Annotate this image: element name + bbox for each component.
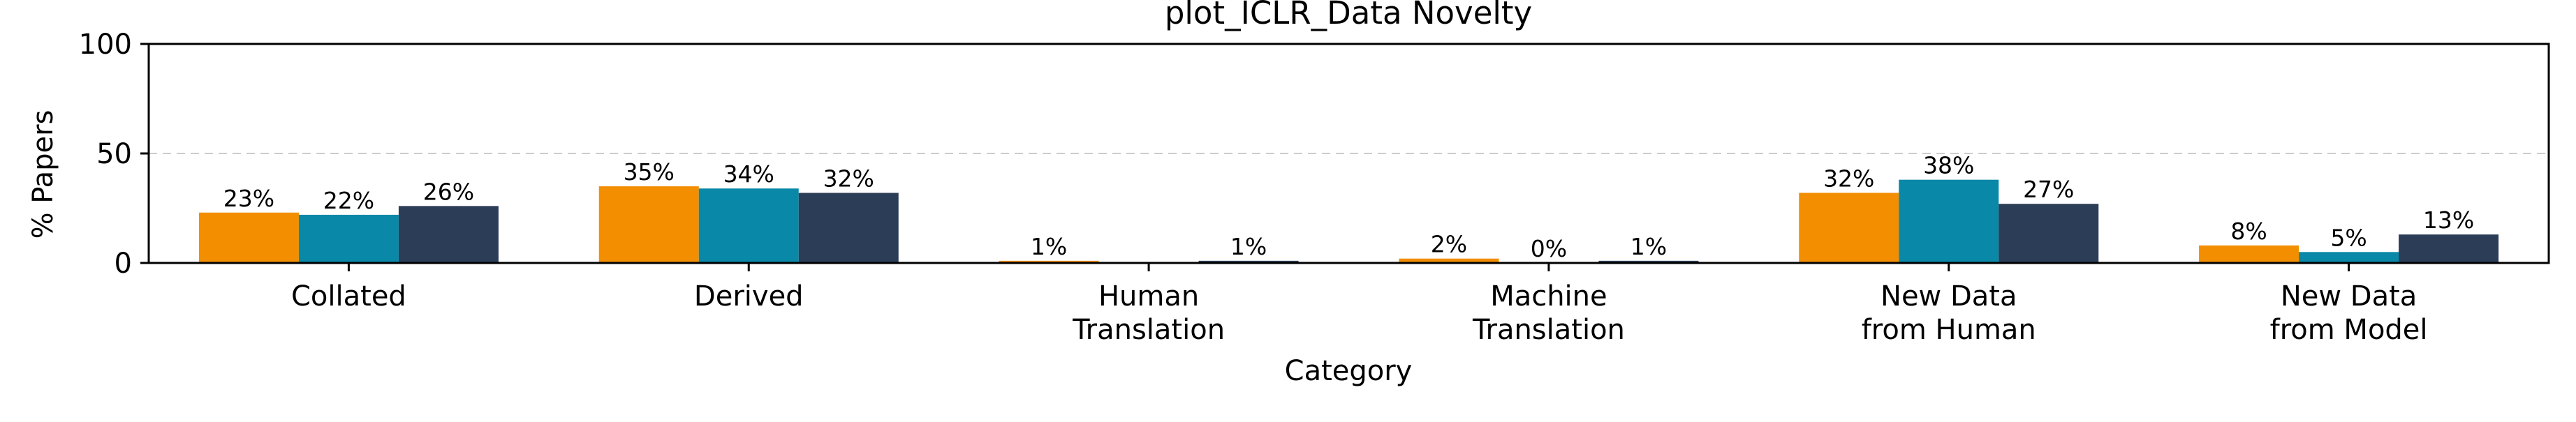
bar-value-label: 22% (323, 187, 374, 214)
bar (1198, 260, 1299, 263)
bar (398, 206, 499, 263)
bar (698, 188, 799, 263)
x-tick-label: Human (1098, 280, 1199, 312)
data-labels: 23% 22% 26% 35% 34% 32% 1% 1% 2% 0% 1% 32% 38% 27% 8% 5… (223, 152, 2475, 262)
bar (198, 212, 299, 263)
x-tick-label: Translation (1072, 314, 1225, 346)
bar (1899, 179, 1999, 263)
bars (198, 179, 2499, 263)
bar (2199, 245, 2299, 263)
x-tick-label: from Model (2270, 314, 2428, 346)
bar (798, 193, 899, 263)
bar (1598, 260, 1699, 263)
bar-value-label: 27% (2023, 176, 2074, 203)
bar-value-label: 26% (423, 178, 474, 205)
x-tick-label: Translation (1472, 314, 1625, 346)
x-tick-label: Derived (694, 280, 804, 312)
bar (1399, 258, 1499, 263)
bar-value-label: 5% (2330, 224, 2367, 251)
bar (598, 186, 699, 263)
bar-value-label: 32% (1823, 165, 1874, 193)
x-tick-label: New Data (2281, 280, 2417, 312)
bar-value-label: 23% (223, 185, 274, 212)
bar-value-label: 0% (1531, 235, 1567, 262)
bar-value-label: 38% (1923, 152, 1974, 179)
bar (1799, 193, 1899, 263)
x-tick-label: Collated (291, 280, 406, 312)
bar-value-label: 1% (1631, 233, 1667, 260)
bar-value-label: 8% (2230, 218, 2267, 245)
y-tick-label: 50 (96, 138, 132, 170)
bar-value-label: 35% (624, 158, 675, 186)
bar (298, 214, 399, 263)
bar (999, 260, 1099, 263)
bar-value-label: 13% (2423, 206, 2474, 234)
y-tick-label: 100 (79, 29, 132, 61)
bar-value-label: 1% (1031, 233, 1067, 260)
bar-value-label: 34% (723, 160, 774, 188)
chart-title: plot_ICLR_Data Novelty (1165, 0, 1532, 31)
bar (2299, 252, 2399, 263)
bar-value-label: 1% (1230, 233, 1267, 260)
bar (1999, 204, 2099, 263)
x-tick-label: from Human (1862, 314, 2036, 346)
x-tick-label: New Data (1881, 280, 2017, 312)
bar (2399, 234, 2499, 263)
bar-value-label: 32% (823, 165, 874, 193)
bar-value-label: 2% (1431, 231, 1467, 258)
y-tick-label: 0 (115, 248, 132, 280)
y-axis-label: % Papers (27, 110, 59, 239)
x-tick-label: Machine (1490, 280, 1607, 312)
x-axis-label: Category (1285, 355, 1413, 387)
